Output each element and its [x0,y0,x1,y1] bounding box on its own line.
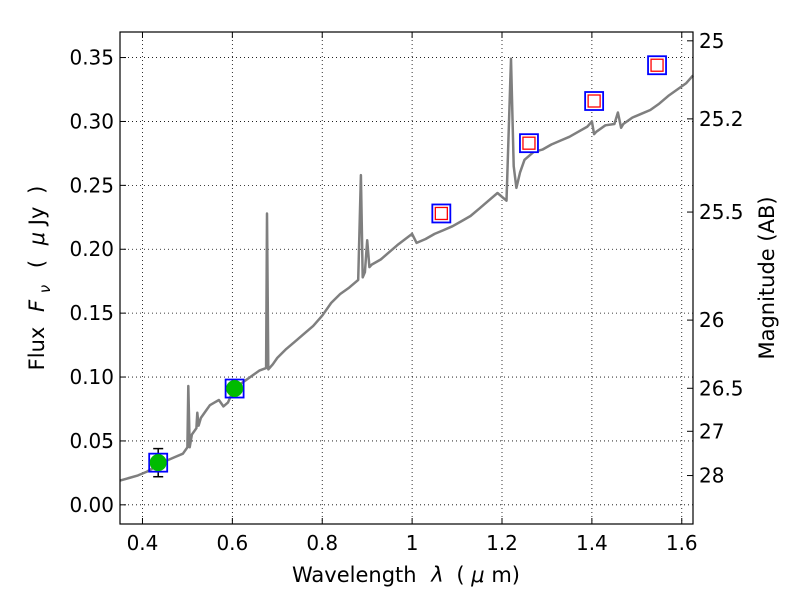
x-axis-title-word: Wavelength [292,563,417,587]
x-axis-title-paren: ( [456,563,464,587]
point-marker [226,380,244,398]
model-point [647,55,667,76]
plot-area [120,32,693,524]
x-tick-label: 1.6 [666,531,698,555]
plot-frame [119,31,694,525]
x-tick-label: 0.8 [306,531,338,555]
point-box [148,452,169,473]
point-box [519,133,539,154]
y-axis-title-word: Flux [25,327,49,371]
y-axis-title-mu: μ [25,232,49,246]
y-axis-title-nu: ν [36,285,54,293]
y2-tick-label: 25 [699,29,724,53]
y2-tick-label: 25.2 [699,107,744,131]
model-point [431,203,452,224]
spectrum-series [119,57,694,482]
y2-tick-label: 26 [699,308,724,332]
y-tick-label: 0.10 [69,365,114,389]
y2-axis-title: Magnitude (AB) [755,196,779,359]
x-axis-title-mu: μ [470,563,484,587]
y-tick-label: 0.30 [69,109,114,133]
y-tick-label: 0.20 [69,237,114,261]
point-marker [587,94,601,108]
y-axis-title-lparen: ( [25,260,49,268]
x-tick-label: 1 [406,531,419,555]
y-axis-title: Flux F ν ( μ Jy ) [25,186,55,371]
point-box [431,203,452,224]
model-point [519,133,539,154]
point-marker [434,206,448,221]
y-tick-label: 0.05 [69,429,114,453]
photometry-series [148,55,667,478]
axis-ticks: 0.4 0.6 0.8 1 1.2 1.4 1.6 0.00 0.05 0.10 0.15 0.20 0… [69,29,743,555]
y-tick-label: 0.35 [69,46,114,70]
x-axis-title: Wavelength λ ( μ m) [292,563,520,587]
point-marker [650,58,664,72]
y-axis-title-unit: Jy [25,207,49,228]
point-marker [522,136,536,150]
point-box [647,55,667,76]
y2-tick-label: 25.5 [699,200,744,224]
x-tick-label: 1.2 [486,531,518,555]
spectrum-line [119,57,694,482]
x-tick-label: 0.4 [127,531,159,555]
x-axis-title-unit: m) [491,563,520,587]
y2-tick-label: 27 [699,419,724,443]
x-tick-label: 0.6 [216,531,248,555]
point-marker [149,454,167,472]
y-axis-title-rparen: ) [25,186,49,194]
x-axis-title-lambda: λ [430,563,443,587]
x-tick-label: 1.4 [576,531,608,555]
y2-tick-label: 28 [699,464,724,488]
y2-tick-label: 26.5 [699,376,744,400]
y-tick-label: 0.00 [69,493,114,517]
point-box [224,378,245,399]
detection-point [224,378,245,399]
detection-point [148,447,169,478]
y-axis-title-F: F [25,299,49,312]
point-box [584,91,605,111]
model-point [584,91,605,111]
y-tick-label: 0.25 [69,173,114,197]
y-tick-label: 0.15 [69,301,114,325]
